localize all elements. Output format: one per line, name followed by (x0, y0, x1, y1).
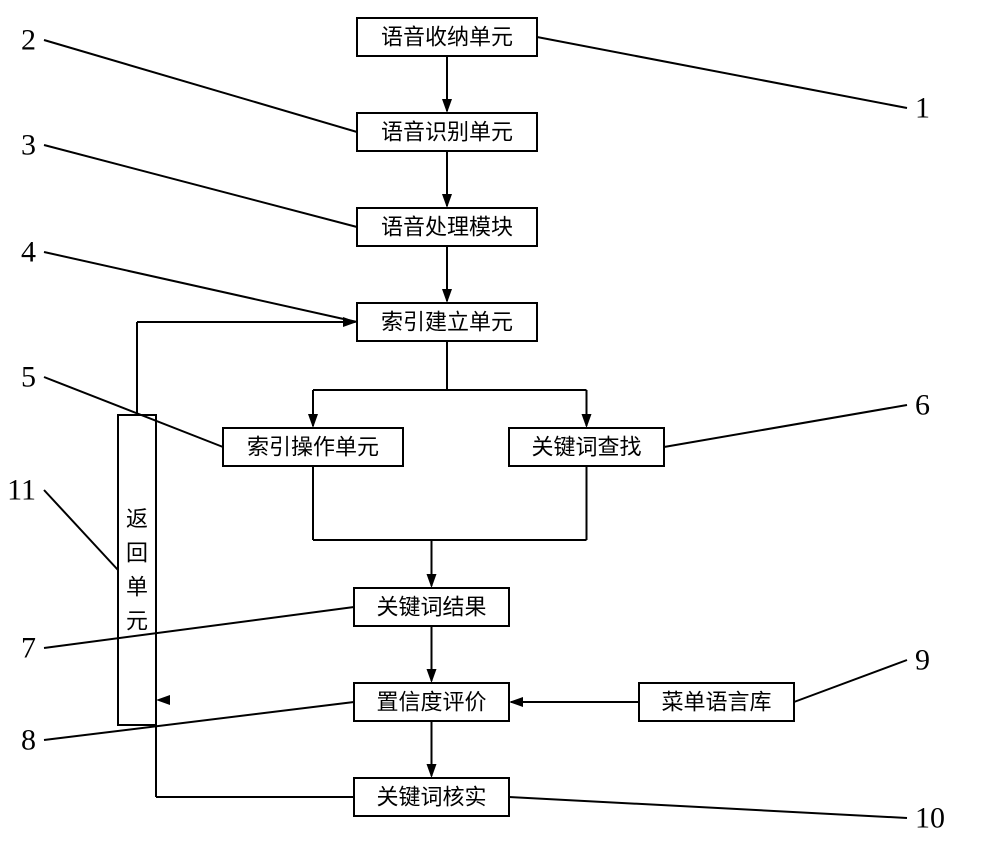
node-label-n8: 置信度评价 (376, 690, 486, 715)
node-n11 (118, 415, 156, 725)
node-label-n11-2: 单 (126, 575, 148, 600)
node-label-n5: 索引操作单元 (247, 435, 379, 460)
node-label-n7: 关键词结果 (376, 595, 486, 620)
callout-2: 2 (21, 24, 36, 57)
callout-11: 11 (7, 474, 36, 507)
callout-4: 4 (21, 236, 36, 269)
callout-1: 1 (915, 92, 930, 125)
callout-10: 10 (915, 802, 945, 835)
callout-3: 3 (21, 129, 36, 162)
node-label-n10: 关键词核实 (376, 785, 486, 810)
node-label-n9: 菜单语言库 (661, 690, 771, 715)
callout-7: 7 (21, 632, 36, 665)
callout-9: 9 (915, 644, 930, 677)
node-label-n2: 语音识别单元 (381, 120, 513, 145)
node-label-n11-3: 元 (126, 609, 148, 634)
diagram-canvas: 语音收纳单元语音识别单元语音处理模块索引建立单元索引操作单元 关键词查找关键词结果… (0, 0, 1000, 845)
node-label-n6: 关键词查找 (531, 435, 641, 460)
callout-5: 5 (21, 361, 36, 394)
node-label-n11-0: 返 (126, 507, 148, 532)
callout-6: 6 (915, 389, 930, 422)
node-label-n4: 索引建立单元 (381, 310, 513, 335)
node-label-n3: 语音处理模块 (381, 215, 513, 240)
node-label-n1: 语音收纳单元 (381, 25, 513, 50)
callout-8: 8 (21, 724, 36, 757)
node-label-n11-1: 回 (126, 541, 148, 566)
